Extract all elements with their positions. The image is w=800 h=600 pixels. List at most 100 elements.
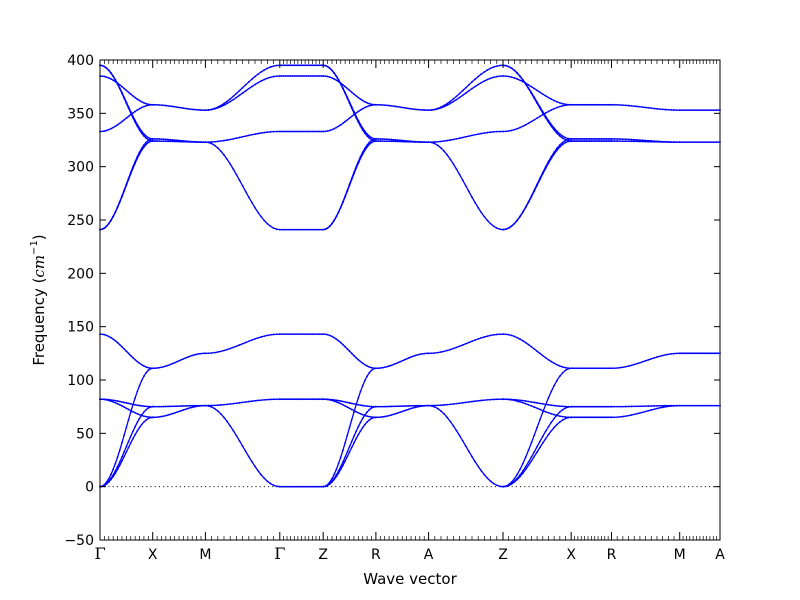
- band-point: [598, 367, 601, 370]
- band-point: [524, 402, 527, 405]
- band-point: [396, 361, 399, 364]
- band-point: [353, 409, 355, 412]
- band-point: [182, 409, 185, 411]
- band-point: [149, 103, 152, 106]
- band-point: [621, 415, 624, 418]
- band-point: [114, 79, 117, 82]
- band-point: [335, 474, 338, 476]
- band-point: [156, 405, 158, 408]
- band-point: [570, 140, 573, 142]
- band-point: [368, 371, 371, 374]
- band-point: [558, 411, 561, 413]
- band-point: [300, 398, 303, 401]
- band-point: [322, 485, 325, 488]
- band-point: [602, 138, 604, 140]
- band-point: [556, 379, 558, 382]
- band-point: [507, 227, 510, 229]
- band-point: [544, 437, 547, 440]
- band-point: [593, 103, 596, 106]
- band-point: [302, 485, 305, 488]
- x-tick-label: A: [715, 547, 725, 563]
- band-point: [143, 415, 145, 418]
- band-point: [335, 75, 338, 78]
- band-point: [564, 138, 567, 141]
- band-point: [307, 333, 310, 336]
- band-point: [324, 75, 327, 78]
- band-point: [670, 109, 673, 111]
- band-point: [597, 138, 599, 140]
- band-point: [282, 75, 285, 77]
- band-point: [103, 333, 106, 336]
- band-point: [547, 121, 550, 124]
- band-point: [388, 140, 390, 143]
- band-point: [602, 367, 604, 370]
- band-point: [151, 103, 154, 106]
- band-point: [298, 228, 301, 231]
- x-tick-label: R: [607, 547, 617, 563]
- band-point: [573, 140, 576, 142]
- band-point: [210, 108, 213, 111]
- band-point: [309, 485, 312, 488]
- band-point: [368, 408, 371, 411]
- band-point: [257, 81, 259, 84]
- y-axis-label-unit: cm: [30, 255, 48, 278]
- band-point: [539, 402, 541, 405]
- band-point: [197, 141, 200, 143]
- band-point: [573, 367, 576, 370]
- band-point: [114, 210, 117, 213]
- band-point: [333, 127, 336, 130]
- band-point: [385, 138, 388, 141]
- band-point: [173, 140, 176, 143]
- band-point: [197, 404, 200, 407]
- band-point: [296, 333, 299, 336]
- band-point: [553, 107, 556, 110]
- band-point: [533, 450, 536, 453]
- band-point: [372, 416, 375, 419]
- band-point: [309, 333, 312, 336]
- band-point: [433, 352, 436, 354]
- band-point: [191, 354, 194, 357]
- band-point: [353, 93, 355, 96]
- band-point: [114, 339, 117, 342]
- band-point: [458, 173, 461, 176]
- band-point: [182, 107, 185, 110]
- band-point: [673, 109, 675, 111]
- band-point: [412, 355, 415, 358]
- band-point: [421, 353, 423, 355]
- band-point: [118, 400, 121, 403]
- band-point: [547, 411, 550, 414]
- band-point: [353, 171, 355, 174]
- band-point: [223, 139, 225, 142]
- band-point: [396, 105, 399, 108]
- band-point: [703, 141, 706, 144]
- band-point: [667, 141, 670, 143]
- band-point: [193, 141, 196, 143]
- band-point: [375, 416, 377, 419]
- band-point: [627, 140, 630, 143]
- band-point: [516, 477, 519, 480]
- band-point: [129, 403, 132, 405]
- band-point: [553, 384, 556, 387]
- band-point: [134, 110, 137, 113]
- band-point: [291, 130, 294, 133]
- band-point: [244, 190, 247, 193]
- y-tick-label: 150: [67, 320, 94, 336]
- band-point: [619, 140, 621, 143]
- band-point: [344, 120, 347, 123]
- band-point: [309, 228, 312, 231]
- band-point: [705, 352, 708, 355]
- band-point: [464, 86, 467, 89]
- band-point: [266, 398, 269, 401]
- band-point: [524, 400, 527, 402]
- band-point: [289, 64, 292, 67]
- band-point: [350, 352, 353, 355]
- band-point: [257, 399, 259, 402]
- band-point: [580, 103, 583, 106]
- band-point: [296, 228, 299, 231]
- band-point: [658, 108, 661, 110]
- band-point: [331, 222, 333, 225]
- band-point: [348, 402, 351, 404]
- band-point: [486, 219, 489, 222]
- band-point: [650, 405, 653, 407]
- band-point: [377, 367, 379, 370]
